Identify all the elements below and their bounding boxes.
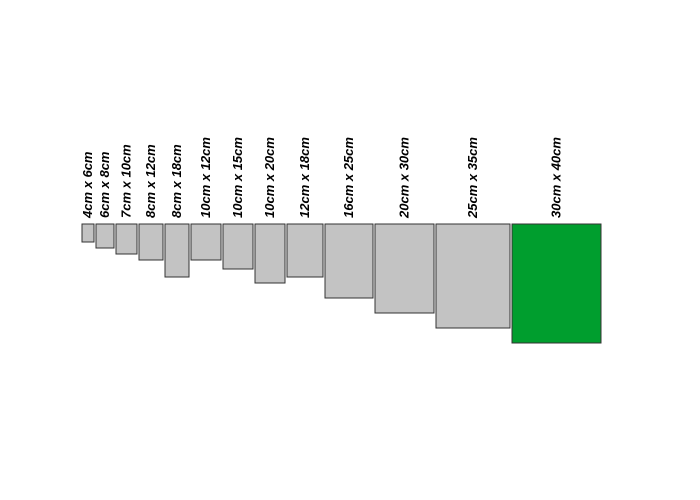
size-label: 10cm x 12cm bbox=[198, 137, 213, 218]
size-label: 8cm x 12cm bbox=[143, 144, 158, 218]
size-box bbox=[95, 223, 115, 249]
size-box bbox=[81, 223, 95, 243]
size-label: 4cm x 6cm bbox=[80, 151, 95, 219]
size-box bbox=[324, 223, 374, 299]
size-box bbox=[374, 223, 435, 314]
size-label: 7cm x 10cm bbox=[119, 144, 134, 218]
size-label: 25cm x 35cm bbox=[465, 137, 480, 219]
size-box bbox=[164, 223, 190, 278]
size-label: 30cm x 40cm bbox=[549, 137, 564, 218]
size-box bbox=[286, 223, 324, 278]
size-labels: 4cm x 6cm 6cm x 8cm 7cm x 10cm 8cm x 12cm 8c… bbox=[80, 137, 564, 219]
size-label: 8cm x 18cm bbox=[169, 144, 184, 218]
size-label: 12cm x 18cm bbox=[297, 137, 312, 218]
size-box bbox=[435, 223, 511, 329]
size-label: 10cm x 15cm bbox=[230, 137, 245, 218]
size-box bbox=[254, 223, 286, 284]
size-box bbox=[222, 223, 254, 270]
size-label: 6cm x 8cm bbox=[97, 151, 112, 218]
size-boxes bbox=[81, 223, 602, 344]
size-label: 20cm x 30cm bbox=[397, 137, 412, 219]
size-label: 16cm x 25cm bbox=[341, 137, 356, 218]
size-box-highlighted bbox=[511, 223, 602, 344]
size-box bbox=[138, 223, 164, 261]
size-box bbox=[115, 223, 138, 255]
size-box bbox=[190, 223, 222, 261]
size-label: 10cm x 20cm bbox=[262, 137, 277, 218]
